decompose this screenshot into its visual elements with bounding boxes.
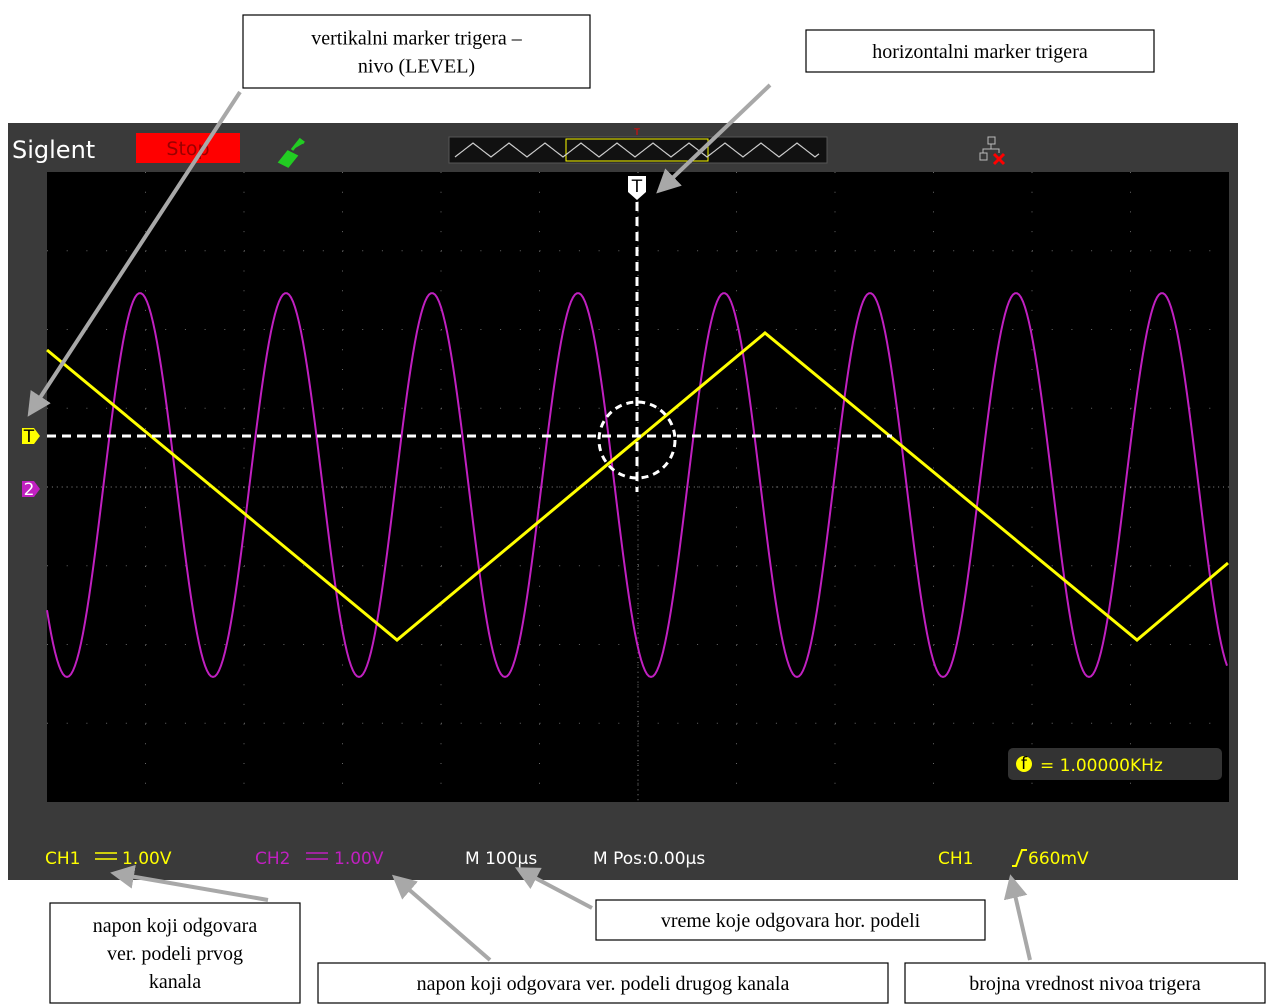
annotation-text: vreme koje odgovara hor. podeli [661, 910, 921, 932]
page: Siglent Stop T T T 2 f = 1.00000KHz CH1 … [0, 0, 1269, 1005]
ch2-marker-label: 2 [24, 480, 35, 500]
ch2-scale: 1.00V [334, 849, 384, 869]
arrow [1012, 882, 1030, 960]
trigger-top-label: T [631, 177, 643, 197]
frequency-icon-label: f [1021, 754, 1028, 774]
frequency-value: = 1.00000KHz [1040, 756, 1163, 776]
brand: Siglent [12, 136, 95, 164]
ch2-label: CH2 [255, 849, 290, 869]
annotation-text: ver. podeli prvog [107, 943, 243, 965]
memory-trigger: T [633, 128, 640, 138]
annotation-text: kanala [149, 971, 201, 993]
trigger-level-label: T [23, 427, 35, 447]
trigger-level: 660mV [1028, 849, 1089, 869]
ch1-label: CH1 [45, 849, 80, 869]
annotation-text: vertikalni marker trigera – [311, 28, 522, 50]
trigger-source: CH1 [938, 849, 973, 869]
annotation-text: napon koji odgovara [93, 915, 258, 937]
annotation-text: brojna vrednost nivoa trigera [969, 973, 1201, 995]
annotation-text: napon koji odgovara ver. podeli drugog k… [417, 973, 790, 995]
annotation-text: nivo (LEVEL) [358, 56, 475, 78]
annotation-text: horizontalni marker trigera [872, 41, 1088, 63]
ch1-scale: 1.00V [122, 849, 172, 869]
timebase: M 100µs [465, 849, 537, 869]
time-position: M Pos:0.00µs [593, 849, 705, 869]
arrow [398, 880, 490, 960]
